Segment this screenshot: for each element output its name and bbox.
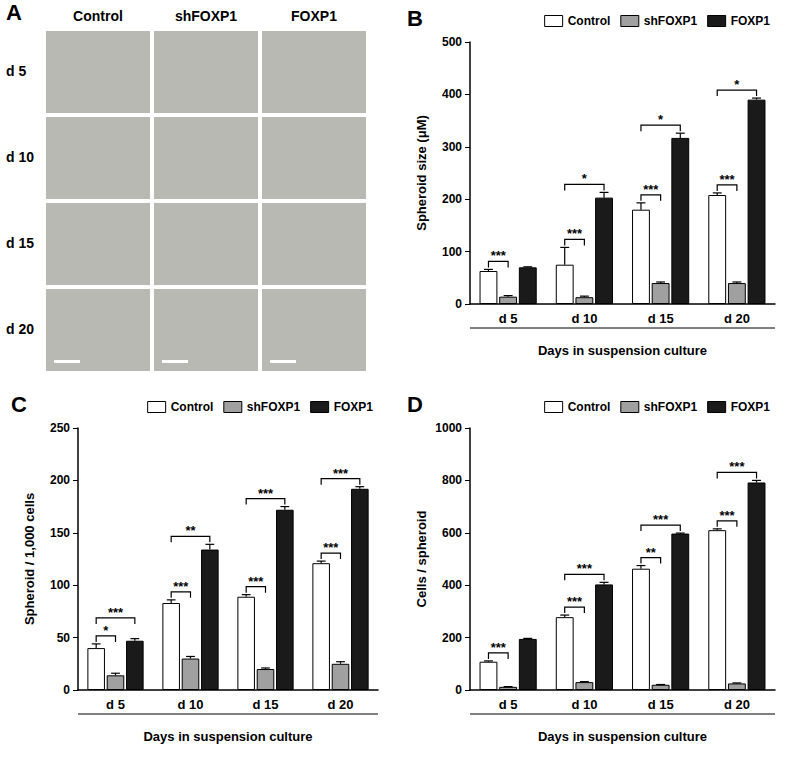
- html-text:FOXP1: FOXP1: [291, 8, 337, 24]
- svg-text:0: 0: [63, 683, 70, 697]
- svg-text:0: 0: [455, 297, 462, 311]
- svg-text:Control: Control: [568, 14, 611, 28]
- html-text:d 20: d 20: [6, 321, 34, 337]
- svg-text:**: **: [185, 523, 196, 538]
- svg-text:600: 600: [442, 526, 462, 540]
- svg-text:***: ***: [323, 540, 339, 555]
- svg-text:800: 800: [442, 473, 462, 487]
- svg-text:***: ***: [577, 561, 593, 576]
- svg-text:d 15: d 15: [252, 697, 278, 712]
- svg-text:Spheroid / 1,000 cells: Spheroid / 1,000 cells: [22, 493, 37, 625]
- svg-text:Control: Control: [171, 400, 214, 414]
- svg-text:d 20: d 20: [724, 311, 750, 326]
- svg-text:200: 200: [50, 473, 70, 487]
- svg-text:C: C: [11, 392, 27, 417]
- html-text:d 5: d 5: [6, 63, 27, 79]
- svg-text:50: 50: [57, 631, 71, 645]
- svg-text:100: 100: [50, 578, 70, 592]
- svg-text:***: ***: [653, 512, 669, 527]
- svg-text:Days in suspension culture: Days in suspension culture: [538, 343, 707, 358]
- svg-text:Days in suspension culture: Days in suspension culture: [143, 729, 312, 744]
- svg-text:100: 100: [442, 245, 462, 259]
- svg-text:*: *: [734, 77, 740, 92]
- html-text:A: A: [6, 0, 22, 25]
- svg-text:FOXP1: FOXP1: [731, 400, 771, 414]
- svg-text:shFOXP1: shFOXP1: [644, 400, 698, 414]
- svg-text:500: 500: [442, 35, 462, 49]
- svg-text:***: ***: [567, 594, 583, 609]
- html-text:d 15: d 15: [6, 235, 34, 251]
- svg-text:Cells / spheroid: Cells / spheroid: [414, 511, 429, 608]
- svg-text:150: 150: [50, 526, 70, 540]
- svg-text:FOXP1: FOXP1: [731, 14, 771, 28]
- svg-text:shFOXP1: shFOXP1: [247, 400, 301, 414]
- svg-text:B: B: [407, 6, 423, 31]
- svg-text:d 5: d 5: [499, 311, 518, 326]
- svg-text:0: 0: [455, 683, 462, 697]
- svg-text:300: 300: [442, 140, 462, 154]
- svg-text:***: ***: [248, 574, 264, 589]
- svg-text:*: *: [658, 112, 664, 127]
- svg-text:***: ***: [643, 182, 659, 197]
- svg-text:***: ***: [491, 640, 507, 655]
- html-text:d 10: d 10: [6, 149, 34, 165]
- svg-text:d 10: d 10: [571, 697, 597, 712]
- svg-text:d 10: d 10: [177, 697, 203, 712]
- svg-text:***: ***: [719, 508, 735, 523]
- svg-text:***: ***: [108, 605, 124, 620]
- svg-text:d 5: d 5: [499, 697, 518, 712]
- svg-text:shFOXP1: shFOXP1: [644, 14, 698, 28]
- html-text:shFOXP1: shFOXP1: [174, 8, 238, 24]
- svg-text:400: 400: [442, 578, 462, 592]
- svg-text:d 15: d 15: [648, 697, 674, 712]
- svg-text:d 20: d 20: [327, 697, 353, 712]
- svg-text:***: ***: [491, 248, 507, 263]
- svg-text:200: 200: [442, 192, 462, 206]
- svg-text:d 5: d 5: [106, 697, 125, 712]
- svg-text:Spheroid size (μM): Spheroid size (μM): [414, 115, 429, 231]
- svg-text:*: *: [103, 623, 109, 638]
- svg-text:200: 200: [442, 631, 462, 645]
- svg-text:Control: Control: [568, 400, 611, 414]
- svg-text:Days in suspension culture: Days in suspension culture: [538, 729, 707, 744]
- svg-text:***: ***: [173, 579, 189, 594]
- svg-text:400: 400: [442, 87, 462, 101]
- svg-text:***: ***: [729, 459, 745, 474]
- svg-text:FOXP1: FOXP1: [334, 400, 374, 414]
- svg-text:***: ***: [719, 172, 735, 187]
- svg-text:***: ***: [333, 466, 349, 481]
- svg-text:1000: 1000: [435, 421, 462, 435]
- svg-text:***: ***: [258, 486, 274, 501]
- svg-text:d 15: d 15: [648, 311, 674, 326]
- svg-text:**: **: [646, 545, 657, 560]
- svg-text:d 10: d 10: [571, 311, 597, 326]
- svg-text:D: D: [407, 392, 423, 417]
- svg-text:250: 250: [50, 421, 70, 435]
- svg-text:d 20: d 20: [724, 697, 750, 712]
- html-text:Control: Control: [73, 8, 123, 24]
- svg-text:***: ***: [567, 226, 583, 241]
- svg-text:*: *: [582, 171, 588, 186]
